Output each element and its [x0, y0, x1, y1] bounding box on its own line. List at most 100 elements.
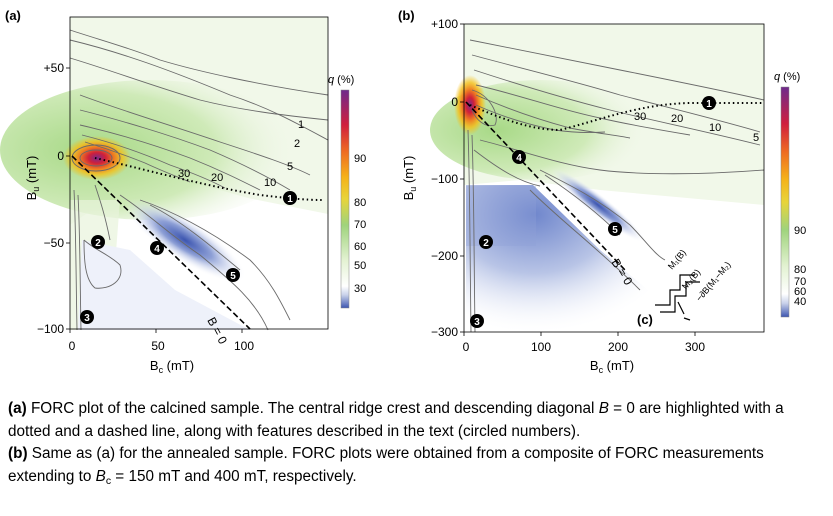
contour-label: 20 [211, 172, 223, 184]
svg-text:2: 2 [483, 238, 489, 249]
x-tick-label: 100 [531, 340, 551, 354]
marker-5: 5 [226, 268, 240, 282]
colorbar-tick: 70 [794, 276, 806, 288]
y-tick-label: +50 [44, 61, 65, 75]
caption-b-var: B [95, 467, 106, 485]
svg-text:3: 3 [474, 317, 480, 328]
y-tick-label: −100 [37, 322, 64, 336]
contour-label: 10 [264, 177, 276, 189]
svg-text:4: 4 [516, 153, 522, 164]
colorbar-tick: 90 [794, 225, 806, 237]
forc-figure: (a) [0, 8, 806, 375]
marker-1: 1 [702, 96, 716, 110]
y-tick-label: +100 [431, 17, 458, 31]
panel-b-negative-ridge [551, 168, 645, 242]
inset-label: (c) [637, 312, 653, 327]
caption-a-text2: = 0 are highlighted with a dotted and a … [8, 400, 784, 440]
svg-text:3: 3 [84, 313, 90, 324]
panel-a-markers: 1 2 3 4 5 [80, 191, 297, 324]
panel-b: (b) B = 0 30 20 [398, 8, 806, 375]
colorbar-tick: 60 [794, 286, 806, 298]
x-tick-label: 100 [234, 339, 254, 353]
panel-a-label: (a) [5, 8, 21, 23]
panel-a-y-ticks: +50 0 −50 −100 [37, 61, 64, 336]
y-tick-label: 0 [451, 95, 458, 109]
contour-label: 20 [671, 113, 683, 125]
y-tick-label: −50 [44, 236, 65, 250]
caption-b-label: (b) [8, 445, 28, 463]
x-tick-label: 0 [463, 340, 470, 354]
contour-label: 2 [294, 138, 300, 150]
marker-4: 4 [150, 241, 164, 255]
panel-a-ridge-crest [94, 157, 323, 201]
colorbar-title: q (%) [774, 71, 800, 83]
x-tick-label: 50 [151, 339, 165, 353]
panel-a-y-label: Bu (mT) [24, 156, 41, 201]
colorbar-tick: 30 [354, 283, 366, 295]
contour-label: 30 [634, 111, 646, 123]
panel-b-y-ticks: +100 0 −100 −200 −300 [431, 17, 458, 339]
panel-a-contour-labels: 1 2 5 10 20 30 [178, 119, 304, 189]
panel-b-label: (b) [398, 8, 415, 23]
panel-b-contours [467, 39, 765, 333]
figure-caption: (a) FORC plot of the calcined sample. Th… [8, 398, 828, 488]
panel-b-frame [463, 23, 765, 333]
x-tick-label: 200 [608, 340, 628, 354]
panel-a-x-ticks: 0 50 100 [69, 339, 255, 353]
caption-b-sub: c [105, 474, 112, 487]
colorbar-title: q (%) [328, 74, 354, 86]
colorbar-tick: 80 [794, 264, 806, 276]
colorbar-tick: 80 [354, 197, 366, 209]
panel-b-lower-region [466, 185, 660, 332]
y-tick-label: −200 [431, 249, 458, 263]
panel-a-colorbar: q (%) 90 80 70 60 50 40 30 [328, 74, 366, 309]
contour-label: 1 [298, 119, 304, 131]
panel-b-y-label: Bu (mT) [401, 156, 418, 201]
x-tick-label: 0 [69, 339, 76, 353]
panel-a-x-label: Bc (mT) [150, 358, 194, 375]
panel-b-ridge-crest [469, 102, 764, 132]
panel-b-contour-labels: 30 20 10 5 [634, 111, 759, 144]
caption-a-var: B [598, 400, 609, 417]
caption-a-text1: FORC plot of the calcined sample. The ce… [26, 400, 599, 417]
panel-a-lower-region [78, 240, 250, 330]
marker-2: 2 [479, 235, 493, 249]
colorbar-tick: 60 [354, 241, 366, 253]
x-tick-label: 300 [685, 340, 705, 354]
caption-b-text1: Same as (a) for the annealed sample. FOR… [8, 445, 764, 485]
marker-3: 3 [470, 314, 484, 328]
svg-text:1: 1 [706, 99, 712, 110]
panel-a-central-peak [63, 136, 131, 180]
panel-a-green-lobe [0, 80, 300, 220]
y-tick-label: 0 [57, 149, 64, 163]
panel-b-colorbar: q (%) 90 80 70 60 40 [774, 71, 806, 318]
panel-b-x-label: Bc (mT) [590, 358, 634, 375]
svg-text:1: 1 [287, 194, 293, 205]
contour-label: 10 [709, 122, 721, 134]
panel-a: (a) [0, 8, 366, 375]
panel-b-diagonal [465, 101, 626, 271]
svg-text:5: 5 [230, 271, 236, 282]
panel-a-diagonal [71, 155, 251, 330]
colorbar-tick: 70 [354, 219, 366, 231]
marker-4: 4 [512, 150, 526, 164]
colorbar-tick: 40 [794, 296, 806, 308]
caption-a-label: (a) [8, 400, 27, 417]
caption-b-text2: = 150 mT and 400 mT, respectively. [111, 467, 357, 485]
panel-b-markers: 1 2 3 4 5 [470, 96, 716, 328]
contour-label: 5 [753, 132, 759, 144]
colorbar-ticks: 90 80 70 60 50 40 30 [354, 153, 366, 295]
marker-5: 5 [608, 222, 622, 236]
marker-2: 2 [91, 235, 105, 249]
y-tick-label: −300 [431, 325, 458, 339]
y-tick-label: −100 [431, 172, 458, 186]
panel-a-frame [69, 16, 329, 330]
svg-text:4: 4 [154, 244, 160, 255]
contour-label: 30 [178, 168, 190, 180]
panel-b-x-ticks: 0 100 200 300 [463, 340, 706, 354]
contour-label: 5 [287, 161, 293, 173]
panel-a-contours [69, 29, 329, 331]
svg-text:5: 5 [612, 225, 618, 236]
marker-1: 1 [283, 191, 297, 205]
colorbar-ticks: 90 80 70 60 40 [794, 225, 806, 308]
